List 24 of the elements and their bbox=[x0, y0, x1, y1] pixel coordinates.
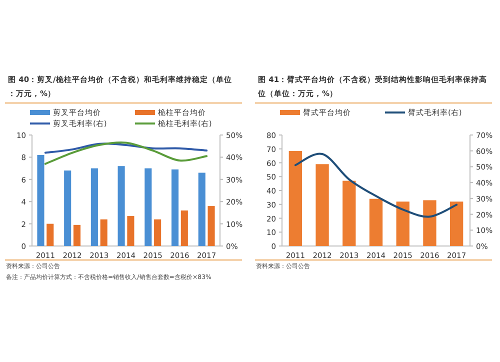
bar bbox=[73, 224, 81, 246]
bar bbox=[369, 198, 383, 246]
bar bbox=[450, 202, 464, 246]
bar bbox=[90, 168, 98, 246]
bar bbox=[342, 180, 356, 246]
bar bbox=[171, 169, 179, 246]
line-series bbox=[44, 142, 208, 154]
bar bbox=[316, 164, 329, 246]
bar bbox=[118, 166, 125, 246]
bar bbox=[154, 219, 162, 246]
bar bbox=[127, 216, 134, 246]
bar bbox=[46, 224, 54, 246]
bar bbox=[396, 202, 410, 246]
line-series bbox=[44, 141, 208, 165]
bar bbox=[208, 206, 215, 246]
bar bbox=[37, 154, 44, 246]
bar bbox=[423, 200, 436, 246]
line-series bbox=[294, 152, 458, 218]
bar bbox=[198, 172, 206, 246]
bar bbox=[64, 170, 72, 246]
bar bbox=[144, 168, 152, 246]
bar bbox=[100, 219, 108, 246]
bar bbox=[180, 210, 188, 246]
bar bbox=[288, 150, 302, 246]
